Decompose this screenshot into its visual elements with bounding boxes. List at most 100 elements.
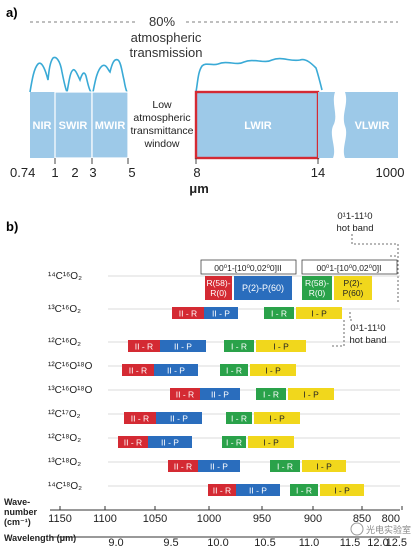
- band-bar-label-6-IR: I - R: [226, 438, 242, 448]
- band-bar-label-3-IIP: II - P: [167, 366, 185, 376]
- band-bar-7-IP: [302, 460, 346, 472]
- band-bar-7-IIP: [198, 460, 240, 472]
- window-text-1: Low: [152, 99, 172, 111]
- isotope-row-lines: [108, 275, 400, 487]
- band-bar-4-IIP: [200, 388, 240, 400]
- wavenumber-tick-1100: 1100: [93, 513, 117, 525]
- band-bar-1-IP: [296, 307, 342, 319]
- band-bar-label-7-IR: I - R: [277, 462, 293, 472]
- band-bar-label-4-IR: I - R: [263, 390, 279, 400]
- band-bar-label-1-IIP: II - P: [212, 309, 230, 319]
- band-bar-label-4-IIR: II - R: [176, 390, 194, 400]
- hot-band-mid-bracket: [330, 312, 352, 347]
- isotope-label-6: ¹²C¹⁸O₂: [48, 433, 81, 444]
- band-bar-3-IIR: [122, 364, 154, 376]
- wavenumber-label-2: number: [4, 507, 38, 517]
- band-mid-segment: [318, 92, 336, 158]
- wavelength-tick-12.5: 12.5: [386, 537, 407, 549]
- band-bar-label-6-IIP: II - P: [161, 438, 179, 448]
- axis-tick-1: 1: [51, 165, 58, 180]
- band-bar-label-5-IIP: II - P: [170, 414, 188, 424]
- band-bar-8-IP: [320, 484, 364, 496]
- axis-tick-1000: 1000: [376, 165, 405, 180]
- isotope-label-1: ¹³C¹⁶O₂: [48, 304, 81, 315]
- band-bar-6-IIP: [148, 436, 192, 448]
- wavenumber-tick-800: 800: [382, 513, 400, 525]
- band-bar-2-IIP: [160, 340, 206, 352]
- band-bar-label-3-IR: I - R: [226, 366, 242, 376]
- band-vlwir: [343, 92, 398, 158]
- watermark-text: 光电实验室: [366, 524, 411, 535]
- axis-tick-0.74: 0.74: [10, 165, 35, 180]
- band-bar-label-1-IP: I - P: [311, 309, 327, 319]
- transmission-curve-mwir: [92, 58, 128, 93]
- wavelength-tick-9.0: 9.0: [108, 537, 123, 549]
- band-swir: [54, 91, 93, 159]
- wavenumber-label-1: Wave-: [4, 497, 30, 507]
- isotope-label-0: ¹⁴C¹⁶O₂: [48, 271, 82, 282]
- band-bar-2-IIR: [128, 340, 160, 352]
- band-bar-6-IIR: [118, 436, 148, 448]
- transmission-80-label: 80%: [149, 14, 175, 29]
- band-bar-label-3-IP: I - P: [265, 366, 281, 376]
- wavenumber-tick-900: 900: [304, 513, 322, 525]
- band-bar-1-IR: [264, 307, 294, 319]
- band-bar-label-7-IIP: II - P: [210, 462, 228, 472]
- c14o16-p2-box: [334, 276, 372, 300]
- c14o16-p2-box-line1: P(2)-: [344, 278, 363, 288]
- wavenumber-tick-950: 950: [253, 513, 271, 525]
- c14o16-r2-box: [302, 276, 332, 300]
- band-bar-2-IR: [224, 340, 254, 352]
- band-bar-5-IP: [254, 412, 300, 424]
- hot-band-top-bracket: [351, 234, 399, 302]
- c14o16-r2-box-line1: R(58)-: [305, 278, 329, 288]
- band-bar-4-IP: [288, 388, 334, 400]
- band-bar-1-IIP: [204, 307, 238, 319]
- band-bar-label-6-IIR: II - R: [124, 438, 142, 448]
- band-bar-7-IR: [270, 460, 300, 472]
- band-bar-label-7-IP: I - P: [316, 462, 332, 472]
- window-text-3: transmittance: [130, 125, 193, 137]
- panel-a-tick-marks: [54, 158, 319, 164]
- isotope-labels: ¹⁴C¹⁶O₂ ¹³C¹⁶O₂ ¹²C¹⁶O₂ ¹²C¹⁶O¹⁸O ¹³C¹⁶O¹⁸O ¹…: [48, 271, 93, 492]
- transmission-curve-lwir: [195, 57, 323, 93]
- bracket-label-right: 00⁰1-[10⁰0,02⁰0]I: [316, 263, 381, 273]
- band-bar-5-IR: [226, 412, 252, 424]
- band-mwir: [91, 91, 129, 159]
- band-bar-4-IIR: [170, 388, 200, 400]
- wavelength-tick-12.0: 12.0: [367, 537, 388, 549]
- axis-unit-um: μm: [189, 181, 209, 196]
- band-bar-label-5-IP: I - P: [269, 414, 285, 424]
- transmission-curve-swir: [66, 68, 92, 93]
- axis-tick-5: 5: [128, 165, 135, 180]
- window-text-4: window: [143, 138, 179, 150]
- wavelength-tick-10.5: 10.5: [254, 537, 275, 549]
- band-bar-label-5-IR: I - R: [231, 414, 247, 424]
- band-label-lwir: LWIR: [244, 120, 272, 132]
- band-bar-label-7-IIR: II - R: [174, 462, 192, 472]
- band-label-vlwir: VLWIR: [355, 120, 390, 132]
- wavelength-label: Wavelength (μm): [4, 533, 76, 543]
- atmospheric-label: atmospheric: [131, 30, 202, 45]
- axis-tick-14: 14: [311, 165, 325, 180]
- isotope-label-8: ¹⁴C¹⁸O₂: [48, 481, 82, 492]
- band-label-nir: NIR: [33, 120, 52, 132]
- bracket-box-right: [301, 259, 398, 275]
- window-text-2: atmospheric: [133, 112, 190, 124]
- axis-tick-2: 2: [71, 165, 78, 180]
- c14o16-p2-box-line2: P(60): [343, 288, 364, 298]
- c14o16-r-box-line2: R(0): [210, 288, 227, 298]
- band-bar-label-6-IP: I - P: [263, 438, 279, 448]
- axis-tick-3: 3: [89, 165, 96, 180]
- wavenumber-label-3: (cm⁻¹): [4, 517, 31, 527]
- band-bar-5-IIP: [156, 412, 202, 424]
- band-bar-6-IP: [248, 436, 294, 448]
- band-bar-label-1-IR: I - R: [271, 309, 287, 319]
- band-bar-label-2-IIR: II - R: [135, 342, 153, 352]
- band-label-mwir: MWIR: [95, 120, 126, 132]
- transmission-label: transmission: [130, 45, 203, 60]
- hot-band-mid-line1: 0¹1-11¹0: [350, 323, 385, 334]
- isotope-band-bars: II - R II - P I - R I - P II - R II - P I - R I…: [118, 307, 364, 496]
- c14o16-p-box: [234, 276, 292, 300]
- hot-band-top-line1: 0¹1-11¹0: [337, 211, 372, 222]
